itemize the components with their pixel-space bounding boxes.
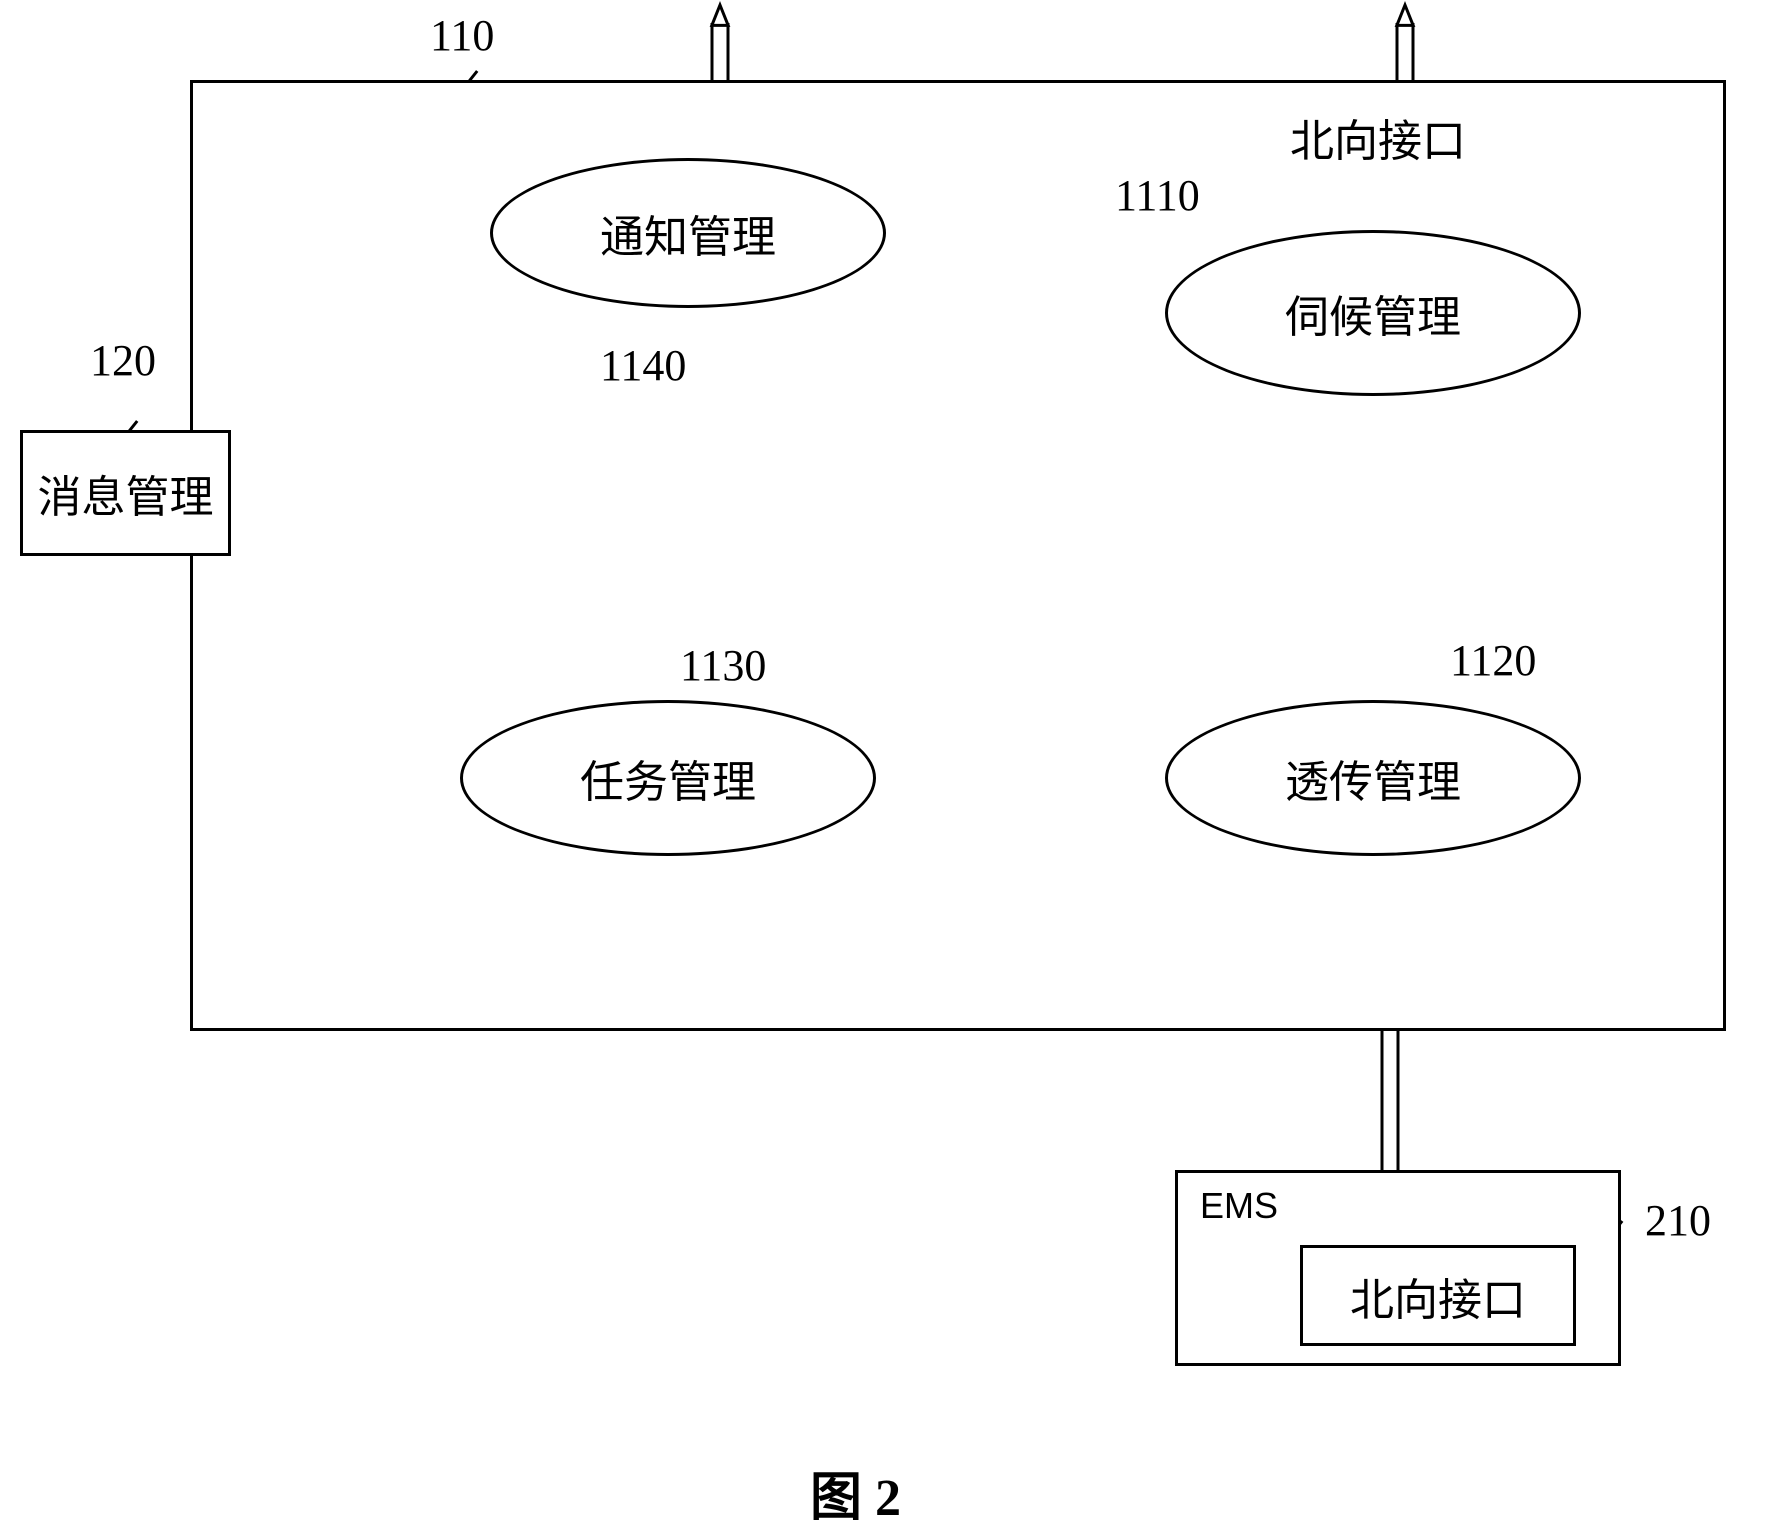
ems-label: EMS (1200, 1185, 1278, 1227)
msg-mgmt-node: 消息管理 (20, 430, 231, 556)
ref-1130: 1130 (680, 640, 766, 691)
ref-1120: 1120 (1450, 635, 1536, 686)
ref-210: 210 (1645, 1195, 1711, 1246)
diagram-root: 北向接口 通知管理 伺候管理 任务管理 透传管理 消息管理 EMS 北向接口 1… (0, 0, 1775, 1529)
ref-110: 110 (430, 10, 494, 61)
passthru-mgmt-label: 透传管理 (1285, 746, 1461, 810)
serve-mgmt-label: 伺候管理 (1285, 281, 1461, 345)
serve-mgmt-node: 伺候管理 (1165, 230, 1581, 396)
task-mgmt-node: 任务管理 (460, 700, 876, 856)
main-box-label: 北向接口 (1290, 105, 1466, 169)
msg-mgmt-label: 消息管理 (38, 461, 214, 525)
ems-nbi-label: 北向接口 (1350, 1264, 1526, 1328)
ref-1140: 1140 (600, 340, 686, 391)
task-mgmt-label: 任务管理 (580, 746, 756, 810)
notify-mgmt-label: 通知管理 (600, 201, 776, 265)
northbound-interface-box (190, 80, 1726, 1031)
figure-label: 图 2 (810, 1455, 901, 1530)
ref-120: 120 (90, 335, 156, 386)
passthru-mgmt-node: 透传管理 (1165, 700, 1581, 856)
ems-northbound-interface-node: 北向接口 (1300, 1245, 1576, 1346)
notify-mgmt-node: 通知管理 (490, 158, 886, 308)
ref-1110: 1110 (1115, 170, 1200, 221)
